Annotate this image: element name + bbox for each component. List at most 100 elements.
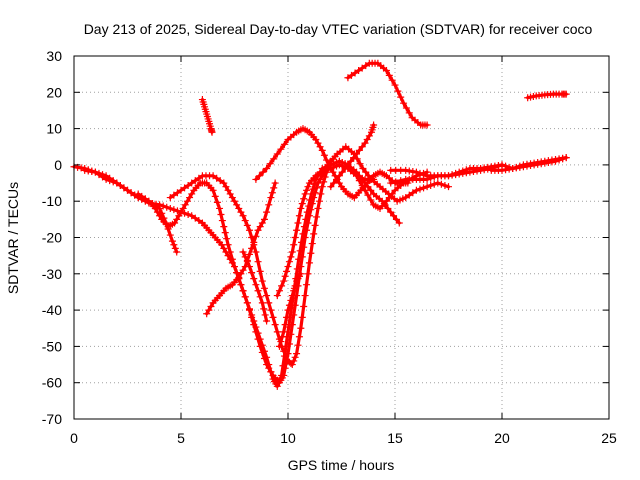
data-point-marker [250, 321, 258, 329]
data-point-marker [280, 277, 288, 285]
data-point-marker [310, 230, 318, 238]
data-point-marker [355, 67, 363, 75]
data-point-marker [297, 270, 305, 278]
series-arc-6 [203, 179, 279, 318]
data-point-marker [260, 284, 268, 292]
data-point-marker [195, 217, 203, 225]
data-point-marker [260, 355, 268, 362]
data-point-marker [416, 185, 424, 193]
data-point-marker [281, 272, 289, 280]
data-point-marker [320, 151, 328, 159]
data-point-marker [311, 221, 319, 229]
data-point-marker [473, 167, 481, 175]
data-point-marker [226, 248, 234, 256]
data-point-marker [434, 179, 442, 187]
data-point-marker [287, 330, 295, 338]
data-point-marker [462, 169, 470, 177]
data-point-marker [275, 342, 283, 350]
data-point-marker [252, 328, 260, 336]
data-point-marker [173, 207, 181, 215]
data-point-marker [310, 194, 318, 202]
data-point-marker [256, 223, 264, 231]
data-point-marker [267, 194, 275, 202]
data-point-marker [297, 324, 305, 332]
data-point-marker [298, 200, 306, 208]
data-point-marker [477, 166, 485, 174]
y-tick-label: -30 [42, 266, 62, 282]
data-point-marker [321, 173, 329, 181]
x-tick-label: 15 [387, 430, 403, 446]
data-point-marker [303, 281, 311, 289]
data-point-marker [258, 277, 266, 285]
data-point-marker [412, 168, 420, 176]
data-point-marker [459, 169, 467, 177]
data-point-marker [290, 311, 298, 319]
data-point-marker [295, 333, 303, 341]
data-point-marker [239, 248, 247, 256]
data-point-marker [245, 226, 253, 234]
data-point-marker [131, 191, 139, 199]
data-point-marker [313, 184, 321, 192]
data-point-marker [427, 174, 435, 182]
series-arc-16 [524, 90, 570, 102]
data-point-marker [281, 321, 289, 329]
data-point-marker [316, 143, 324, 151]
data-point-marker [184, 211, 192, 219]
data-point-marker [284, 263, 292, 271]
data-point-marker [318, 146, 326, 154]
data-point-marker [265, 299, 273, 307]
data-point-marker [391, 81, 399, 89]
data-point-marker [420, 184, 428, 192]
data-point-marker [275, 287, 283, 295]
data-point-marker [254, 287, 262, 295]
data-point-marker [294, 341, 302, 349]
data-point-marker [290, 357, 298, 365]
data-point-marker [218, 217, 226, 225]
data-point-marker [305, 259, 313, 267]
data-point-marker [237, 270, 245, 278]
data-point-marker [217, 211, 225, 219]
data-point-marker [205, 306, 213, 314]
series-arc-9 [273, 161, 378, 300]
data-point-marker [124, 186, 131, 194]
data-point-marker [402, 194, 410, 202]
data-point-marker [351, 69, 359, 77]
data-point-marker [220, 223, 228, 231]
data-point-marker [301, 190, 309, 198]
x-axis-title: GPS time / hours [288, 457, 395, 473]
data-point-marker [282, 352, 290, 360]
data-point-marker [530, 161, 538, 169]
data-point-marker [427, 181, 435, 189]
series-layer [70, 59, 570, 390]
data-point-marker [355, 146, 363, 154]
data-point-marker [263, 361, 271, 369]
data-point-marker [256, 342, 264, 350]
data-point-marker [231, 263, 238, 271]
data-point-marker [278, 282, 286, 290]
data-point-marker [307, 249, 315, 257]
data-point-marker [233, 201, 241, 209]
data-point-marker [291, 282, 299, 290]
data-point-marker [228, 194, 236, 202]
data-point-marker [263, 208, 271, 216]
data-point-marker [405, 109, 413, 117]
data-point-marker [228, 255, 236, 263]
data-point-marker [278, 333, 286, 341]
data-point-marker [300, 302, 308, 310]
data-point-marker [268, 189, 276, 197]
data-point-marker [269, 313, 277, 321]
series-line [346, 61, 429, 127]
data-point-marker [209, 172, 217, 180]
data-point-marker [248, 269, 256, 277]
data-point-marker [207, 302, 215, 310]
data-point-marker [305, 212, 313, 220]
data-point-marker [290, 241, 298, 249]
data-point-marker [181, 201, 189, 209]
data-point-marker [362, 62, 370, 70]
data-point-marker [293, 350, 301, 358]
data-point-marker [250, 275, 258, 283]
data-point-marker [382, 67, 390, 75]
data-point-marker [183, 197, 191, 205]
data-point-marker [173, 248, 181, 256]
data-point-marker [245, 250, 253, 258]
